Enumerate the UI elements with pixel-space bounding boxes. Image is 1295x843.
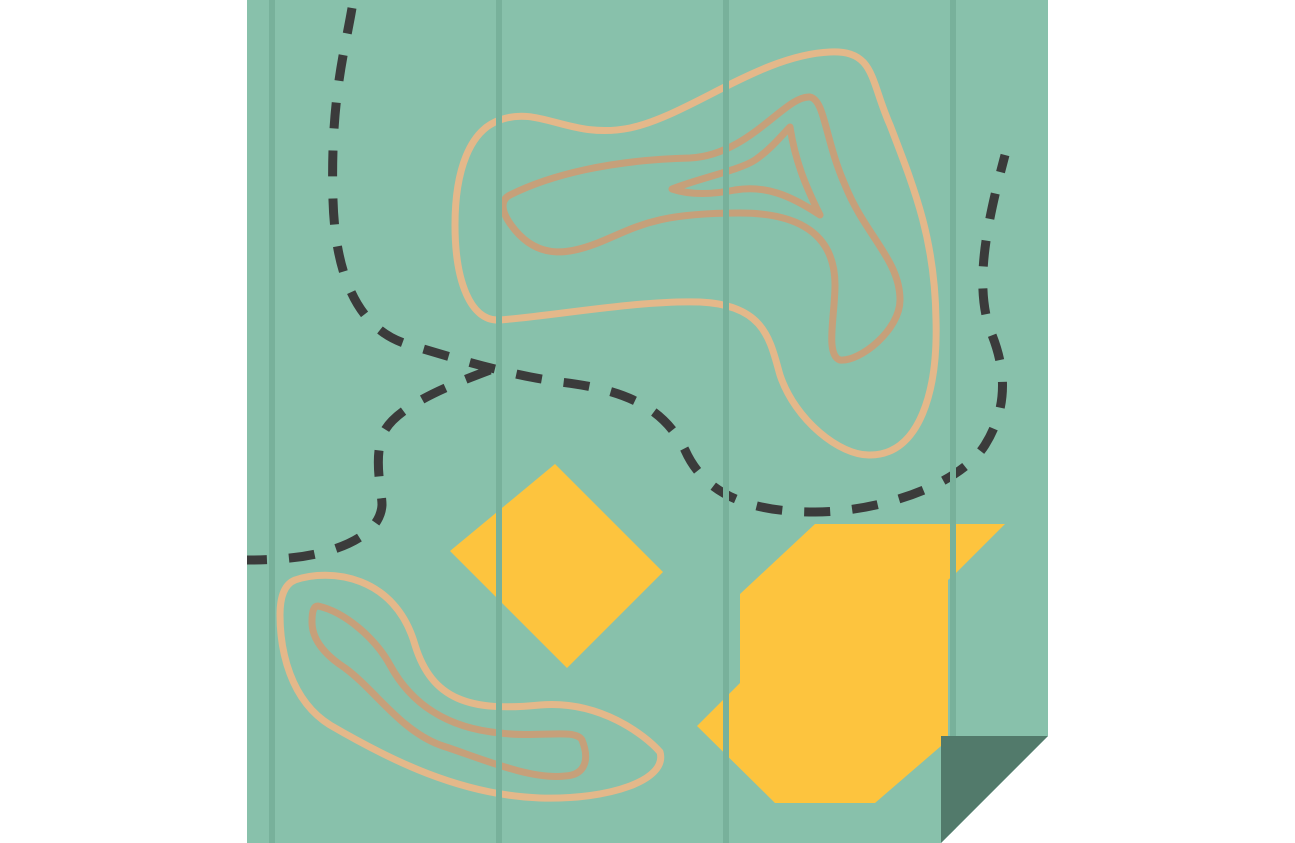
- yellow-diamond-region: [450, 464, 663, 668]
- dashed-route-main: [328, 7, 1010, 517]
- contour-inner-top: [499, 93, 904, 364]
- contour-outer-top: [451, 48, 940, 459]
- contour-inner-bottom: [308, 602, 590, 780]
- yellow-polygon-region: [697, 524, 1005, 803]
- folded-corner: [941, 736, 1048, 843]
- contour-outer-bottom: [276, 571, 665, 802]
- dashed-route-branch: [247, 365, 492, 565]
- contour-inner-peak: [668, 123, 824, 219]
